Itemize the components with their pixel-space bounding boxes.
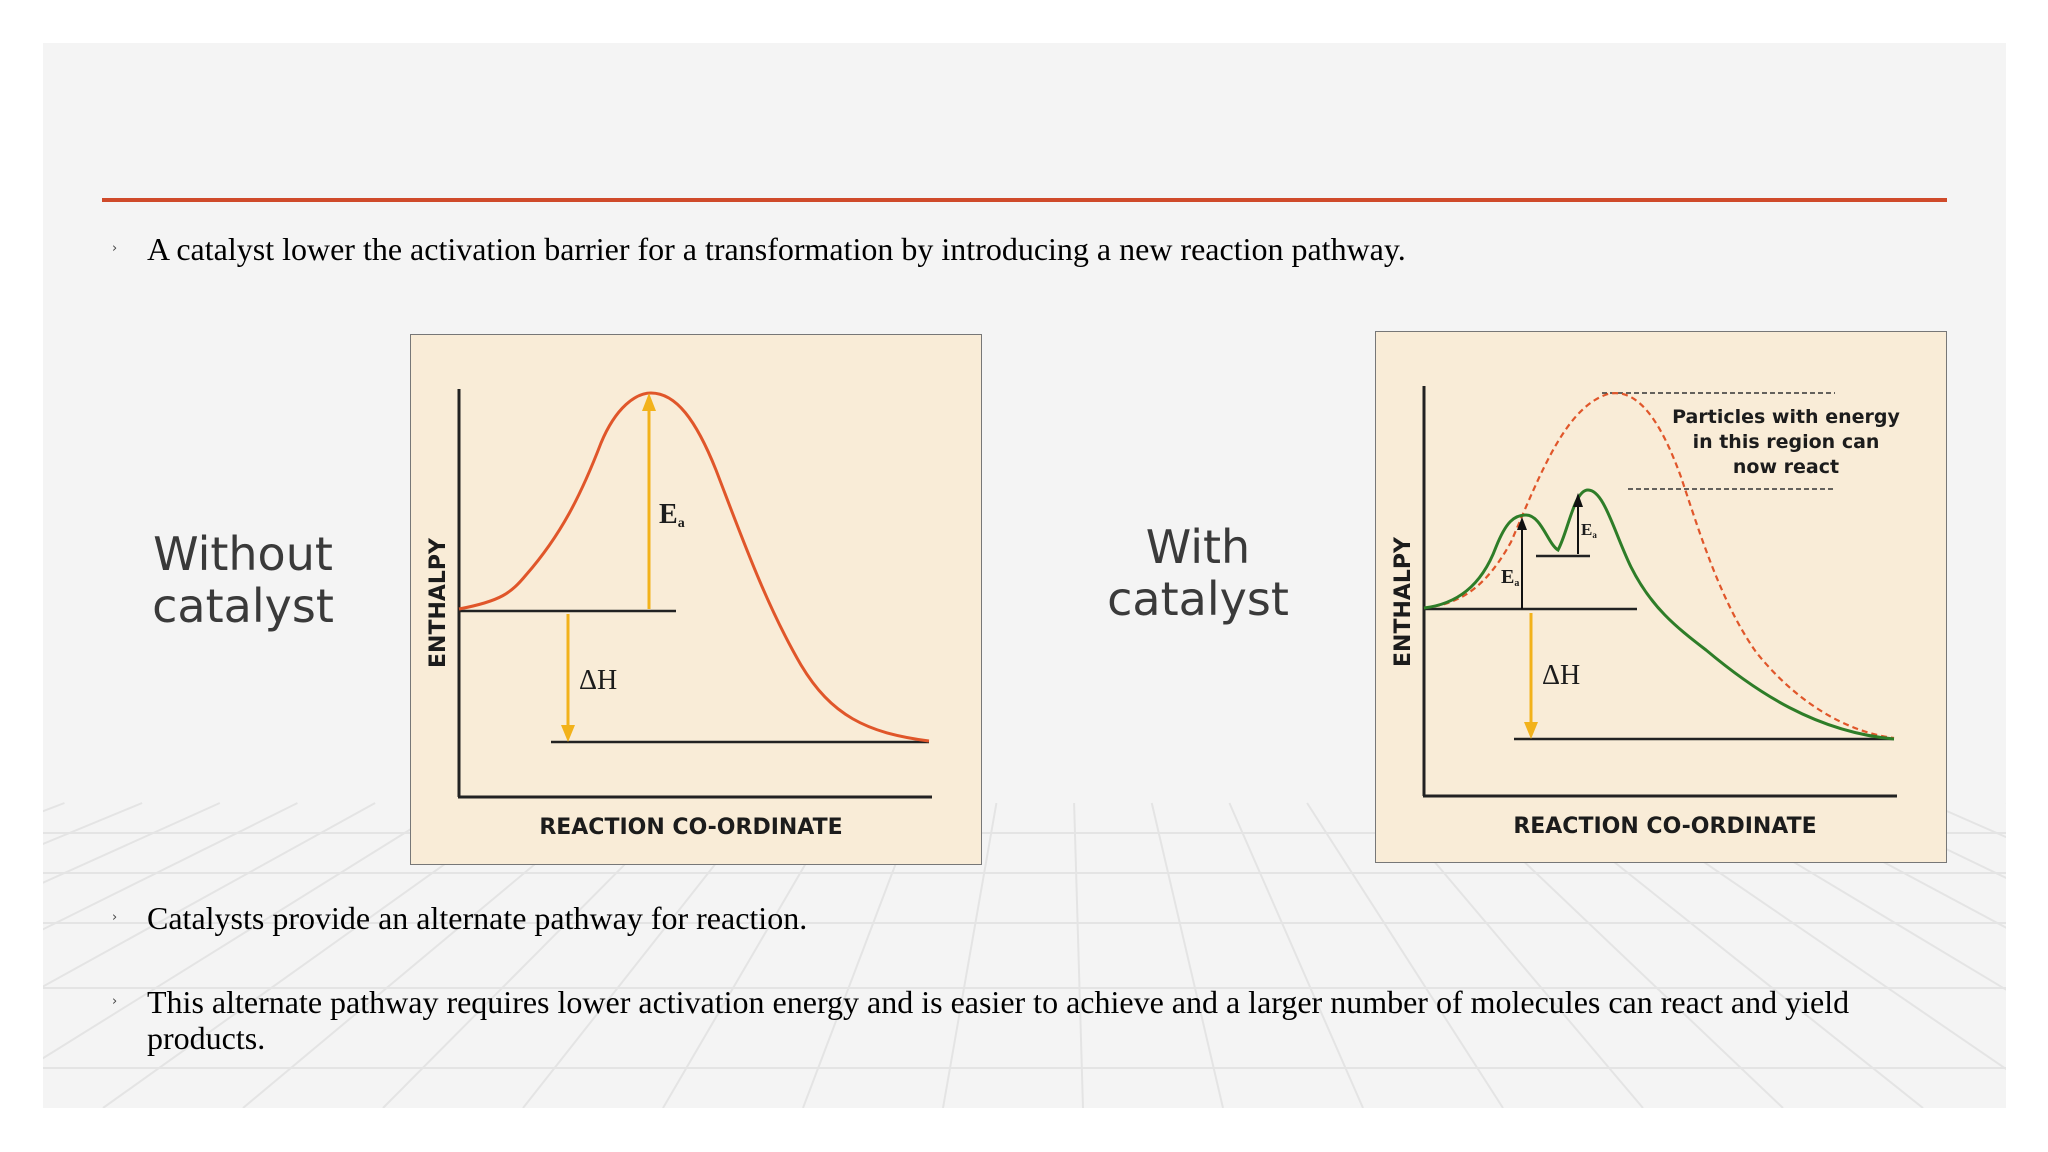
reaction-energy-curve: [458, 391, 930, 743]
annotation-line: Particles with energy: [1672, 406, 1900, 428]
bullet-marker: ›: [112, 910, 118, 925]
bullet-marker: ›: [112, 241, 118, 256]
activation-energy-label: Ea: [659, 499, 685, 531]
x-axis-title: REACTION CO-ORDINATE: [539, 815, 842, 840]
enthalpy-diagram-without-catalyst: Ea ΔH ENTHALPY REACTION CO-ORDINATE: [410, 334, 982, 865]
delta-h-label: ΔH: [579, 665, 617, 696]
floor-grid-line: [43, 802, 376, 988]
uncatalysed-curve: [1423, 392, 1895, 740]
y-axis-title: ENTHALPY: [1391, 536, 1416, 667]
arrowhead: [1517, 517, 1527, 530]
floor-grid-line: [1073, 802, 1084, 1108]
annotation-line: in this region can: [1693, 431, 1880, 453]
label-line: catalyst: [152, 579, 334, 633]
arrowhead: [1573, 493, 1583, 507]
floor-grid-line: [43, 802, 298, 931]
bullet-text: Catalysts provide an alternate pathway f…: [147, 900, 808, 936]
with-catalyst-label: With catalyst: [1083, 521, 1313, 625]
bullet-text: This alternate pathway requires lower ac…: [147, 984, 1850, 1056]
annotation-line: now react: [1733, 456, 1839, 478]
bullet-text: A catalyst lower the activation barrier …: [147, 231, 1406, 267]
label-line: catalyst: [1107, 572, 1289, 626]
delta-h-arrowhead: [1524, 722, 1538, 739]
activation-energy-arrowhead: [642, 393, 656, 411]
delta-h-label: ΔH: [1542, 660, 1580, 691]
floor-grid-line: [1228, 802, 1364, 1108]
without-catalyst-label: Without catalyst: [118, 528, 368, 632]
bullet-marker: ›: [112, 994, 118, 1009]
floor-grid-line: [43, 802, 454, 1060]
delta-h-arrowhead: [561, 725, 575, 742]
enthalpy-diagram-with-catalyst: Ea Ea ΔH Particles with energy in this r…: [1375, 331, 1947, 863]
floor-grid-line: [1306, 802, 1504, 1108]
floor-grid-line: [43, 802, 143, 845]
floor-grid-line: [43, 802, 221, 884]
floor-grid-line: [942, 802, 998, 1108]
floor-grid-line: [1150, 802, 1224, 1108]
floor-grid-line: [43, 802, 65, 813]
label-line: With: [1145, 520, 1251, 574]
activation-energy-label-2: Ea: [1581, 520, 1597, 540]
activation-energy-label-1: Ea: [1501, 566, 1519, 589]
y-axis-title: ENTHALPY: [426, 537, 451, 668]
label-line: Without: [153, 527, 333, 581]
slide: › A catalyst lower the activation barrie…: [43, 43, 2006, 1108]
floor-grid-line: [1850, 802, 2006, 880]
catalysed-curve: [1423, 488, 1895, 741]
title-rule: [102, 198, 1947, 202]
x-axis-title: REACTION CO-ORDINATE: [1513, 814, 1816, 839]
